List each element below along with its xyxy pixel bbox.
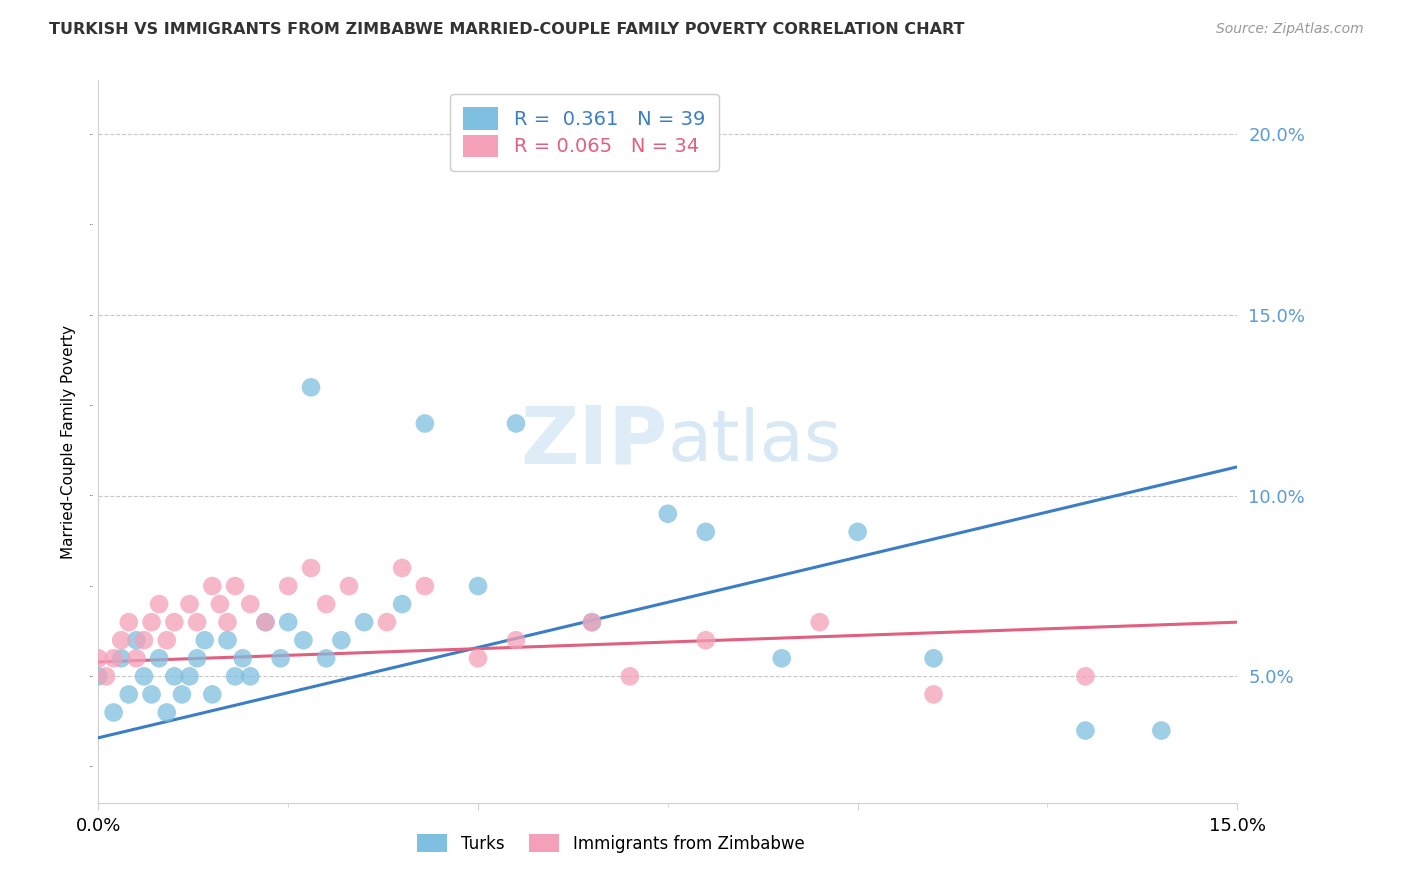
- Point: [254, 615, 277, 630]
- Point: [163, 669, 186, 683]
- Point: [239, 597, 262, 611]
- Point: [118, 687, 141, 701]
- Point: [103, 706, 125, 720]
- Point: [277, 579, 299, 593]
- Point: [315, 597, 337, 611]
- Point: [87, 669, 110, 683]
- Point: [87, 651, 110, 665]
- Point: [194, 633, 217, 648]
- Point: [467, 651, 489, 665]
- Point: [391, 561, 413, 575]
- Point: [163, 615, 186, 630]
- Point: [467, 579, 489, 593]
- Point: [292, 633, 315, 648]
- Point: [922, 651, 945, 665]
- Point: [179, 597, 201, 611]
- Point: [141, 615, 163, 630]
- Point: [315, 651, 337, 665]
- Point: [695, 524, 717, 539]
- Point: [254, 615, 277, 630]
- Point: [239, 669, 262, 683]
- Point: [132, 633, 155, 648]
- Point: [94, 669, 117, 683]
- Point: [232, 651, 254, 665]
- Point: [224, 669, 246, 683]
- Point: [695, 633, 717, 648]
- Point: [148, 651, 170, 665]
- Point: [770, 651, 793, 665]
- Point: [391, 597, 413, 611]
- Point: [277, 615, 299, 630]
- Point: [505, 417, 527, 431]
- Point: [132, 669, 155, 683]
- Y-axis label: Married-Couple Family Poverty: Married-Couple Family Poverty: [60, 325, 76, 558]
- Point: [201, 579, 224, 593]
- Point: [118, 615, 141, 630]
- Point: [156, 633, 179, 648]
- Point: [125, 633, 148, 648]
- Point: [375, 615, 398, 630]
- Legend: Turks, Immigrants from Zimbabwe: Turks, Immigrants from Zimbabwe: [411, 828, 811, 860]
- Point: [141, 687, 163, 701]
- Point: [846, 524, 869, 539]
- Point: [1074, 723, 1097, 738]
- Point: [299, 380, 322, 394]
- Point: [337, 579, 360, 593]
- Point: [110, 633, 132, 648]
- Point: [217, 615, 239, 630]
- Point: [217, 633, 239, 648]
- Text: TURKISH VS IMMIGRANTS FROM ZIMBABWE MARRIED-COUPLE FAMILY POVERTY CORRELATION CH: TURKISH VS IMMIGRANTS FROM ZIMBABWE MARR…: [49, 22, 965, 37]
- Point: [299, 561, 322, 575]
- Point: [808, 615, 831, 630]
- Point: [1150, 723, 1173, 738]
- Point: [657, 507, 679, 521]
- Point: [208, 597, 231, 611]
- Point: [201, 687, 224, 701]
- Point: [330, 633, 353, 648]
- Point: [413, 417, 436, 431]
- Point: [179, 669, 201, 683]
- Point: [186, 651, 208, 665]
- Point: [125, 651, 148, 665]
- Point: [619, 669, 641, 683]
- Point: [156, 706, 179, 720]
- Point: [170, 687, 193, 701]
- Text: Source: ZipAtlas.com: Source: ZipAtlas.com: [1216, 22, 1364, 37]
- Point: [581, 615, 603, 630]
- Point: [581, 615, 603, 630]
- Point: [148, 597, 170, 611]
- Point: [270, 651, 292, 665]
- Point: [922, 687, 945, 701]
- Point: [186, 615, 208, 630]
- Point: [1074, 669, 1097, 683]
- Point: [103, 651, 125, 665]
- Point: [224, 579, 246, 593]
- Point: [413, 579, 436, 593]
- Text: ZIP: ZIP: [520, 402, 668, 481]
- Text: atlas: atlas: [668, 407, 842, 476]
- Point: [353, 615, 375, 630]
- Point: [110, 651, 132, 665]
- Point: [505, 633, 527, 648]
